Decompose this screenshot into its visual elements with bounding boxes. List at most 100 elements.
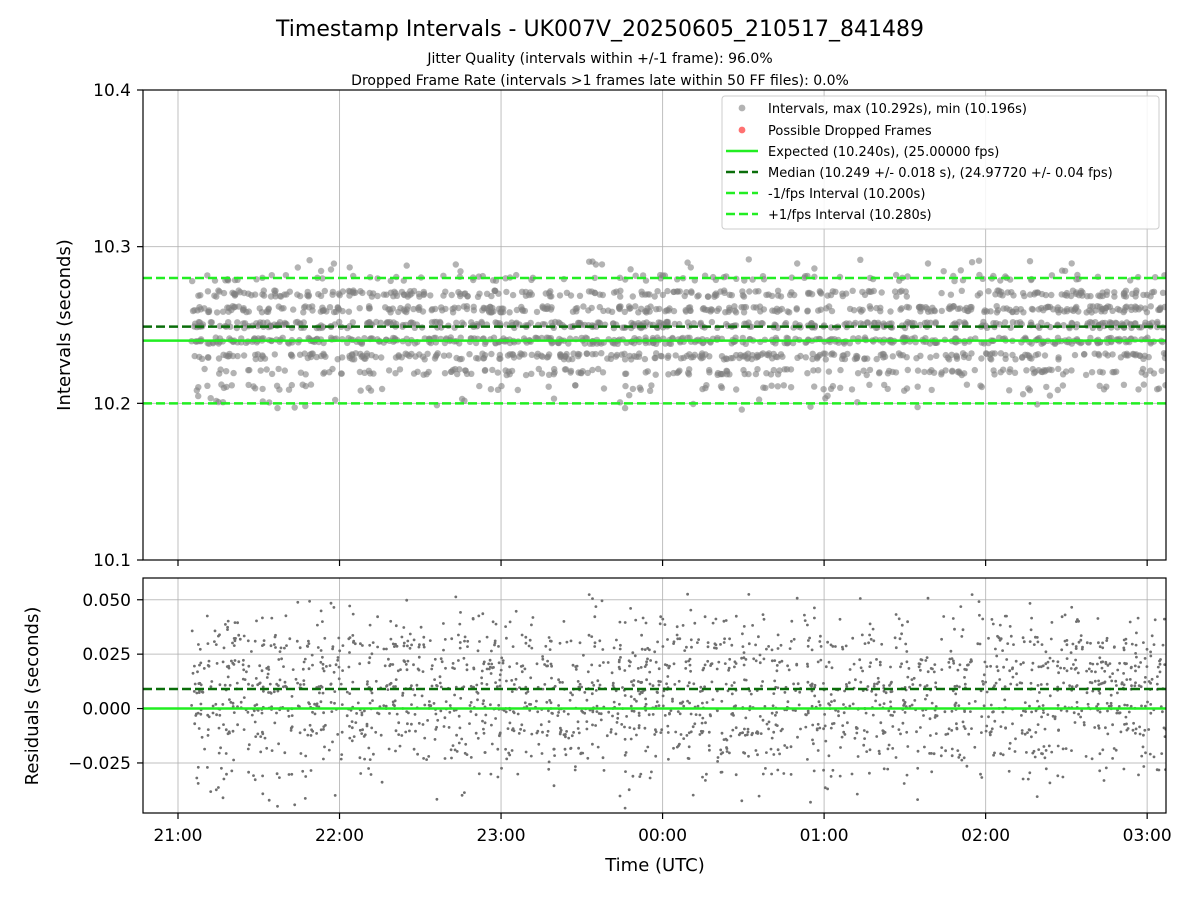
interval-point bbox=[545, 371, 553, 378]
residual-point bbox=[1094, 670, 1097, 674]
residual-point bbox=[881, 732, 885, 735]
interval-point bbox=[503, 288, 510, 296]
residual-point bbox=[720, 770, 724, 774]
interval-point bbox=[1111, 289, 1118, 296]
interval-point bbox=[897, 352, 904, 359]
residual-point bbox=[1162, 726, 1166, 730]
residual-point bbox=[840, 735, 844, 739]
residual-point bbox=[380, 780, 384, 784]
residual-point bbox=[1048, 656, 1052, 660]
residual-point bbox=[587, 593, 591, 596]
residual-point bbox=[590, 681, 594, 684]
residual-point bbox=[505, 757, 509, 761]
residual-point bbox=[1098, 769, 1102, 773]
residual-point bbox=[215, 713, 219, 717]
residual-point bbox=[1086, 702, 1090, 706]
residual-point bbox=[594, 689, 598, 692]
residual-point bbox=[233, 621, 237, 624]
residual-point bbox=[427, 755, 431, 758]
interval-point bbox=[415, 306, 423, 313]
residual-point bbox=[1072, 711, 1076, 715]
residual-point bbox=[313, 712, 317, 716]
residual-point bbox=[984, 680, 987, 684]
residual-point bbox=[630, 709, 634, 713]
residual-point bbox=[775, 724, 779, 727]
residual-point bbox=[523, 701, 527, 705]
x-tick-label: 22:00 bbox=[315, 826, 364, 846]
residual-point bbox=[405, 598, 409, 602]
interval-point bbox=[808, 320, 815, 327]
interval-point bbox=[867, 305, 874, 312]
residual-point bbox=[475, 683, 479, 687]
interval-point bbox=[1068, 340, 1076, 347]
residual-point bbox=[617, 660, 621, 664]
interval-point bbox=[654, 288, 661, 295]
residual-point bbox=[1056, 685, 1060, 689]
residual-point bbox=[547, 760, 551, 764]
interval-point bbox=[489, 366, 496, 374]
residual-point bbox=[630, 680, 633, 684]
interval-point bbox=[717, 370, 724, 378]
residual-point bbox=[967, 663, 970, 667]
residual-point bbox=[1104, 660, 1108, 664]
residual-point bbox=[746, 730, 750, 734]
residual-point bbox=[422, 757, 425, 760]
residual-point bbox=[1029, 628, 1033, 632]
interval-point bbox=[914, 403, 921, 411]
residual-point bbox=[562, 710, 566, 713]
residual-point bbox=[504, 710, 508, 714]
interval-point bbox=[774, 383, 781, 390]
residual-point bbox=[1037, 748, 1041, 751]
residual-point bbox=[397, 721, 401, 725]
residual-point bbox=[340, 703, 344, 706]
residual-point bbox=[331, 647, 334, 651]
interval-point bbox=[674, 369, 681, 377]
residual-point bbox=[934, 681, 938, 685]
residual-point bbox=[1085, 669, 1088, 673]
interval-point bbox=[338, 370, 345, 377]
residual-point bbox=[434, 728, 438, 731]
residual-point bbox=[727, 666, 731, 670]
residual-point bbox=[949, 649, 953, 653]
interval-point bbox=[1135, 386, 1142, 393]
interval-point bbox=[365, 367, 372, 374]
residual-point bbox=[348, 604, 352, 608]
interval-point bbox=[1109, 307, 1116, 314]
residuals-points bbox=[190, 592, 1166, 810]
residual-point bbox=[853, 736, 857, 740]
residual-point bbox=[743, 727, 746, 731]
interval-point bbox=[427, 292, 434, 299]
residual-point bbox=[685, 734, 689, 737]
residual-point bbox=[530, 623, 533, 627]
residual-point bbox=[330, 710, 334, 713]
residual-point bbox=[1141, 745, 1145, 749]
interval-point bbox=[1062, 368, 1070, 375]
residual-point bbox=[290, 695, 294, 698]
residual-point bbox=[591, 723, 594, 727]
residual-point bbox=[209, 790, 213, 793]
residual-point bbox=[940, 746, 944, 749]
interval-point bbox=[913, 355, 920, 362]
interval-point bbox=[784, 308, 791, 315]
residual-point bbox=[816, 660, 820, 664]
residual-point bbox=[728, 637, 731, 641]
residual-point bbox=[894, 756, 898, 759]
residual-point bbox=[1023, 701, 1027, 704]
residual-point bbox=[899, 732, 902, 736]
interval-point bbox=[854, 370, 862, 377]
residual-point bbox=[742, 625, 746, 628]
residual-point bbox=[415, 683, 419, 687]
residual-point bbox=[393, 645, 396, 648]
residual-point bbox=[1134, 652, 1137, 655]
interval-point bbox=[1058, 267, 1066, 274]
interval-point bbox=[723, 273, 730, 280]
residual-point bbox=[302, 679, 306, 682]
residual-point bbox=[645, 678, 648, 682]
residual-point bbox=[925, 684, 929, 687]
residual-point bbox=[1100, 666, 1104, 670]
residual-point bbox=[980, 731, 983, 734]
residual-point bbox=[291, 668, 295, 671]
interval-point bbox=[880, 354, 887, 361]
interval-point bbox=[321, 287, 328, 295]
residual-point bbox=[255, 619, 258, 623]
